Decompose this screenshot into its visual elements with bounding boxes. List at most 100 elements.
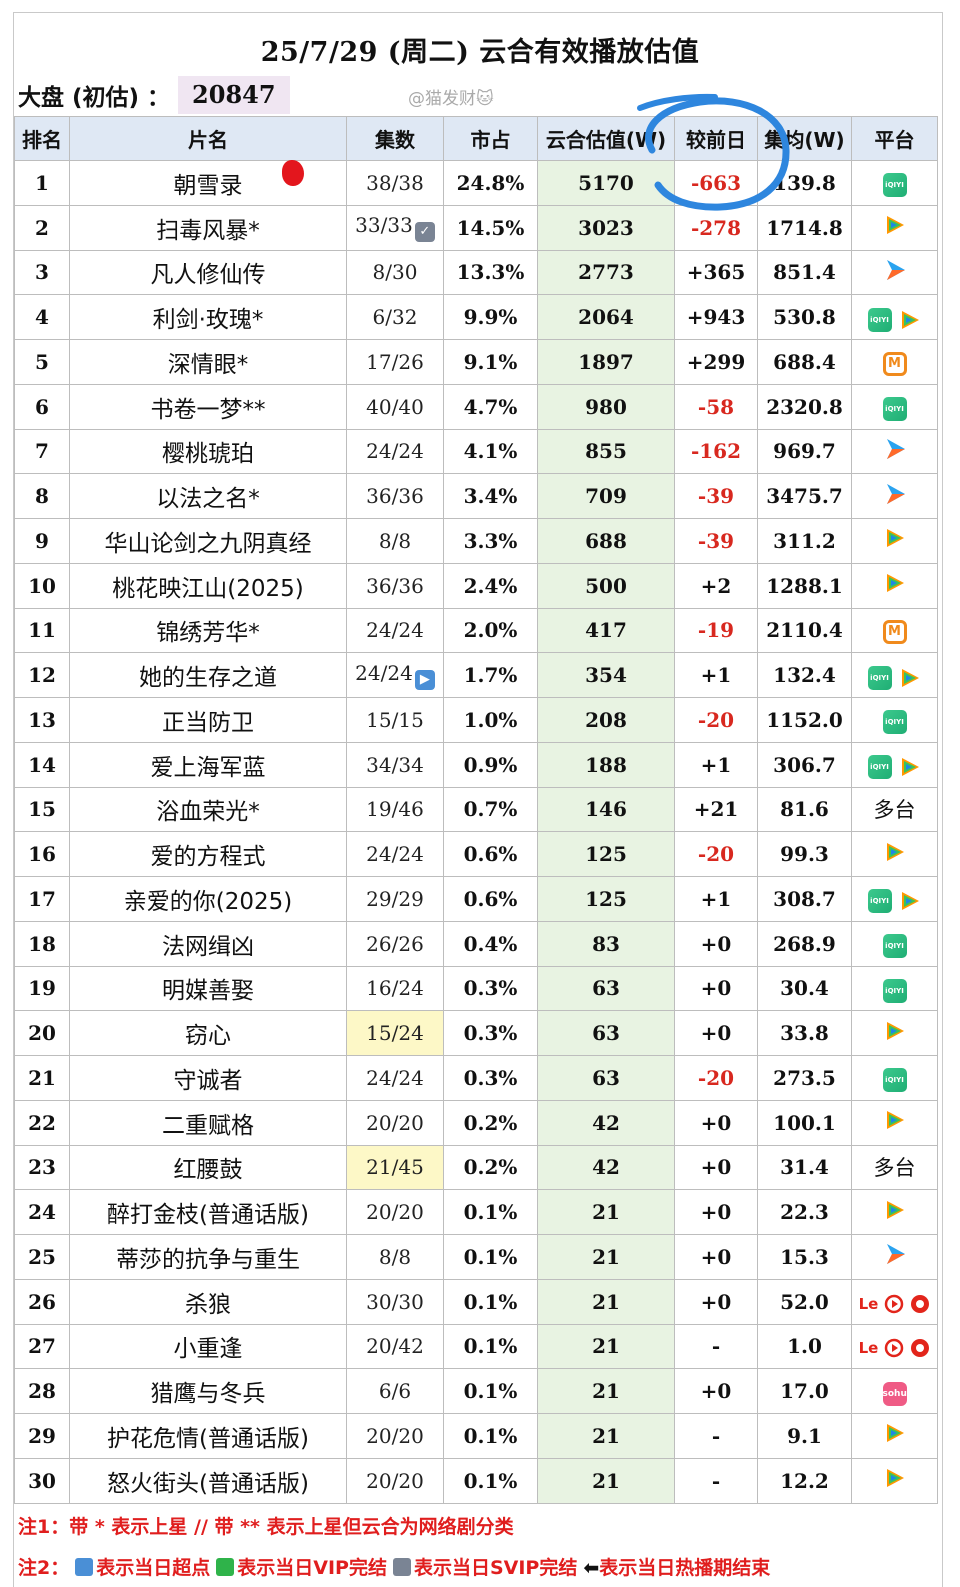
platform-cell: iQIYI — [851, 741, 938, 788]
value-cell: 146 — [537, 786, 675, 833]
header-platform: 平台 — [851, 116, 938, 161]
share-cell: 0.7% — [443, 786, 538, 833]
page-title: 25/7/29 (周二) 云合有效播放估值 — [260, 37, 700, 68]
title-cell: 浴血荣光* — [69, 786, 347, 833]
episodes-cell: 24/24 — [346, 831, 444, 877]
episodes-cell: 17/26 — [346, 339, 444, 385]
youku-icon — [886, 438, 905, 459]
episodes-cell: 26/26 — [346, 920, 444, 967]
episodes-cell: 24/24 ▶ — [346, 652, 444, 698]
diff-cell: -19 — [674, 607, 758, 654]
title-cell: 深情眼* — [69, 339, 347, 385]
iqiyi-icon: iQIYI — [867, 307, 892, 332]
diff-cell: -20 — [674, 831, 758, 877]
episodes-cell: 24/24 — [346, 1055, 444, 1101]
value-cell: 42 — [537, 1099, 675, 1146]
platform-cell: Le — [851, 1323, 938, 1370]
iqiyi-icon: iQIYI — [882, 978, 907, 1003]
share-cell: 0.1% — [443, 1323, 538, 1370]
platform-cell: iQIYI — [851, 383, 938, 430]
share-cell: 4.1% — [443, 428, 538, 475]
table-row: 5 深情眼* 17/26 9.1% 1897 +299 688.4 M — [14, 339, 938, 385]
table-header: 排名 片名 集数 市占 云合估值(W) 较前日 集均(W) 平台 — [14, 116, 938, 161]
table-row: 30 怒火街头(普通话版) 20/20 0.1% 21-12.2 — [14, 1457, 938, 1504]
share-cell: 0.1% — [443, 1278, 538, 1325]
table-row: 11 锦绣芳华* 24/24 2.0% 417 -19 2110.4 M — [14, 607, 938, 654]
title-cell: 小重逢 — [69, 1323, 347, 1370]
le-tv-icon: Le — [858, 1294, 879, 1313]
share-cell: 14.5% — [443, 204, 538, 251]
value-cell: 21 — [537, 1189, 675, 1235]
table-row: 20 窃心 15/24 0.3% 63 +0 33.8 — [14, 1010, 938, 1056]
title-cell: 明媒善娶 — [69, 965, 347, 1012]
table-row: 18 法网缉凶 26/26 0.4% 83 +0 268.9 iQIYI — [14, 920, 938, 967]
episodes-cell: 21/45 — [346, 1144, 444, 1191]
note-2-prefix: 注2： — [18, 1557, 70, 1579]
table-row: 4 利剑·玫瑰* 6/32 9.9% 2064 +943 530.8 iQIYI — [14, 294, 938, 340]
rank-cell: 26 — [14, 1278, 70, 1325]
tencent-video-icon — [886, 1111, 904, 1130]
diff-cell: - — [674, 1413, 758, 1459]
table-row: 24 醉打金枝(普通话版) 20/20 0.1% 21 +0 22.3 — [14, 1189, 938, 1235]
share-cell: 0.1% — [443, 1368, 538, 1414]
average-cell: 969.7 — [757, 428, 852, 475]
table-row: 27 小重逢 20/42 0.1% 21-1.0 Le — [14, 1323, 938, 1370]
value-cell: 63 — [537, 1055, 675, 1101]
rank-cell: 13 — [14, 697, 70, 743]
value-cell: 21 — [537, 1278, 675, 1325]
header-rank: 排名 — [14, 116, 70, 161]
platform-cell — [851, 1234, 938, 1280]
diff-cell: -39 — [674, 473, 758, 519]
diff-cell: +1 — [674, 741, 758, 788]
rank-cell: 9 — [14, 518, 70, 564]
table-row: 16 爱的方程式 24/24 0.6% 125 -20 99.3 — [14, 831, 938, 877]
average-cell: 306.7 — [757, 741, 852, 788]
value-cell: 21 — [537, 1323, 675, 1370]
average-cell: 33.8 — [757, 1010, 852, 1056]
table-row: 9 华山论剑之九阴真经 8/8 3.3% 688 -39 311.2 — [14, 518, 938, 564]
diff-cell: -278 — [674, 204, 758, 251]
tencent-video-icon — [886, 1469, 904, 1488]
rank-cell: 25 — [14, 1234, 70, 1280]
episodes-cell: 8/8 — [346, 1234, 444, 1280]
rank-cell: 19 — [14, 965, 70, 1012]
diff-cell: -162 — [674, 428, 758, 475]
diff-cell: +0 — [674, 965, 758, 1012]
diff-cell: +0 — [674, 1234, 758, 1280]
platform-cell: iQIYI — [851, 1055, 938, 1101]
episodes-cell: 20/20 — [346, 1413, 444, 1459]
tencent-video-icon — [901, 668, 919, 687]
average-cell: 2320.8 — [757, 383, 852, 430]
episodes-cell: 30/30 — [346, 1278, 444, 1325]
platform-cell: iQIYI — [851, 160, 938, 206]
title-cell: 扫毒风暴* — [69, 204, 347, 251]
average-cell: 15.3 — [757, 1234, 852, 1280]
diff-cell: - — [674, 1323, 758, 1370]
title-cell: 爱的方程式 — [69, 831, 347, 877]
episodes-cell: 24/24 — [346, 428, 444, 475]
platform-cell: iQIYI — [851, 294, 938, 340]
table-row: 28 猎鹰与冬兵 6/6 0.1% 21 +0 17.0 sohu — [14, 1368, 938, 1414]
average-cell: 31.4 — [757, 1144, 852, 1191]
platform-cell — [851, 1413, 938, 1459]
episodes-cell: 29/29 — [346, 876, 444, 922]
tencent-video-icon — [886, 1200, 904, 1219]
platform-cell: iQIYI — [851, 876, 938, 922]
table-row: 19 明媒善娶 16/24 0.3% 63 +0 30.4 iQIYI — [14, 965, 938, 1012]
diff-cell: +21 — [674, 786, 758, 833]
average-cell: 17.0 — [757, 1368, 852, 1414]
table-row: 6 书卷一梦** 40/40 4.7% 980 -58 2320.8 iQIYI — [14, 383, 938, 430]
average-cell: 12.2 — [757, 1457, 852, 1504]
episodes-cell: 20/20 — [346, 1099, 444, 1146]
value-cell: 188 — [537, 741, 675, 788]
average-cell: 530.8 — [757, 294, 852, 340]
episodes-cell: 40/40 — [346, 383, 444, 430]
rank-cell: 5 — [14, 339, 70, 385]
value-cell: 855 — [537, 428, 675, 475]
title-cell: 樱桃琥珀 — [69, 428, 347, 475]
share-cell: 2.0% — [443, 607, 538, 654]
title-cell: 醉打金枝(普通话版) — [69, 1189, 347, 1235]
value-cell: 21 — [537, 1234, 675, 1280]
share-cell: 1.0% — [443, 697, 538, 743]
title-cell: 杀狼 — [69, 1278, 347, 1325]
